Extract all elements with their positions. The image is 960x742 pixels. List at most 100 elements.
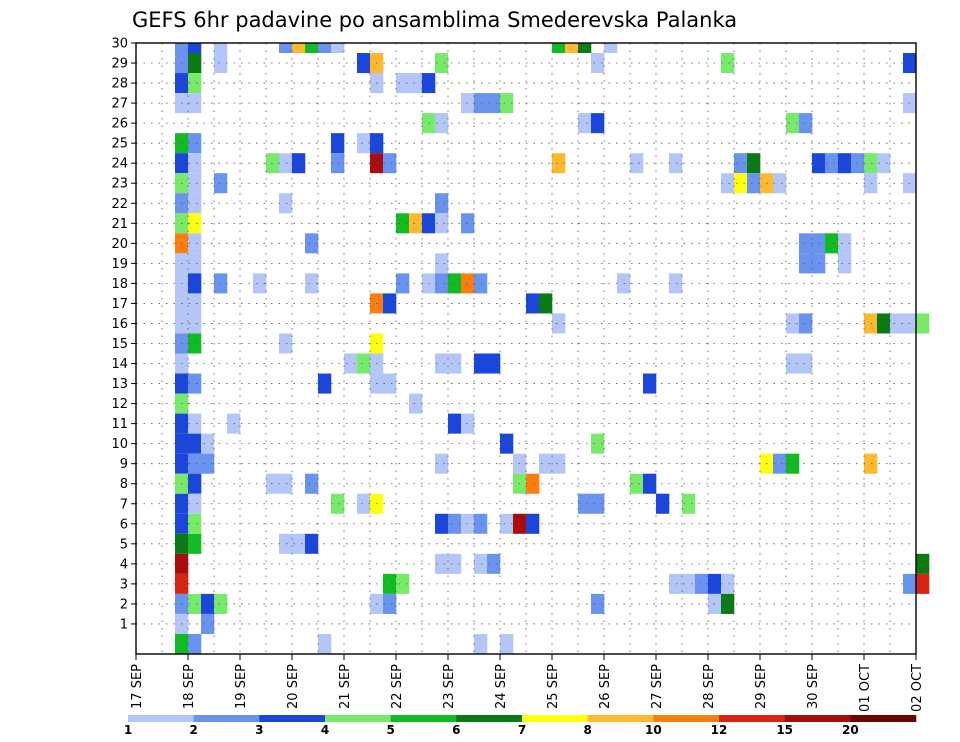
heatmap-cell <box>786 453 800 474</box>
heatmap-cell <box>916 553 930 574</box>
y-tick-label: 9 <box>120 457 128 472</box>
y-tick-label: 6 <box>120 517 128 532</box>
heatmap-cell <box>396 273 410 294</box>
y-tick-label: 17 <box>111 297 128 312</box>
x-tick-label: 22 SEP <box>390 664 405 709</box>
x-tick-label: 24 SEP <box>494 664 509 709</box>
heatmap-cell <box>214 173 228 194</box>
x-tick-label: 23 SEP <box>442 664 457 709</box>
heatmap-cell <box>279 473 293 494</box>
heatmap-cell <box>188 213 202 234</box>
heatmap-cell <box>409 393 423 414</box>
heatmap-cell <box>188 633 202 654</box>
heatmap-cell <box>864 173 878 194</box>
heatmap-cell <box>279 43 293 54</box>
heatmap-cell <box>552 43 566 54</box>
heatmap-cell <box>305 43 319 54</box>
heatmap-cell <box>292 153 306 174</box>
heatmap-cell <box>383 153 397 174</box>
heatmap-cell <box>825 233 839 254</box>
heatmap-cell <box>786 313 800 334</box>
heatmap-cell <box>721 173 735 194</box>
heatmap-cell <box>396 213 410 234</box>
heatmap-cell <box>526 513 540 534</box>
heatmap-cell <box>383 573 397 594</box>
heatmap-cell <box>188 153 202 174</box>
y-tick-label: 20 <box>111 237 128 252</box>
colorbar-label: 7 <box>518 723 526 737</box>
y-tick-label: 15 <box>111 337 128 352</box>
y-tick-label: 5 <box>120 537 128 552</box>
heatmap-cell <box>396 73 410 94</box>
y-tick-label: 24 <box>111 157 128 172</box>
heatmap-cell <box>916 313 930 334</box>
colorbar-segment <box>719 715 785 722</box>
heatmap-cell <box>838 253 852 274</box>
heatmap-cell <box>253 273 267 294</box>
heatmap-cell <box>435 553 449 574</box>
heatmap-cell <box>188 53 202 74</box>
y-tick-label: 8 <box>120 477 128 492</box>
heatmap-cell <box>188 473 202 494</box>
heatmap-cell <box>435 273 449 294</box>
heatmap-cell <box>643 373 657 394</box>
heatmap-cell <box>435 353 449 374</box>
heatmap-cell <box>747 173 761 194</box>
heatmap-cell <box>396 573 410 594</box>
heatmap-cell <box>474 273 488 294</box>
heatmap-cell <box>448 513 462 534</box>
heatmap-cell <box>799 233 813 254</box>
heatmap-cell <box>279 333 293 354</box>
heatmap-cell <box>435 213 449 234</box>
heatmap-cell <box>773 173 787 194</box>
heatmap-cell <box>734 153 748 174</box>
heatmap-cell <box>279 153 293 174</box>
heatmap-cell <box>461 273 475 294</box>
x-tick-label: 30 SEP <box>806 664 821 709</box>
heatmap-cell <box>188 333 202 354</box>
colorbar-label: 3 <box>255 723 263 737</box>
heatmap-cell <box>552 453 566 474</box>
colorbar-segment <box>784 715 851 722</box>
heatmap-cell <box>435 513 449 534</box>
heatmap-cell <box>188 493 202 514</box>
x-tick-label: 17 SEP <box>130 664 145 709</box>
x-tick-label: 27 SEP <box>650 664 665 709</box>
heatmap-cell <box>591 593 605 614</box>
y-tick-label: 29 <box>111 57 128 72</box>
colorbar-label: 8 <box>583 723 591 737</box>
heatmap-cell <box>799 313 813 334</box>
heatmap-cell <box>552 153 566 174</box>
heatmap-cell <box>799 253 813 274</box>
colorbar-label: 1 <box>124 723 132 737</box>
heatmap-cell <box>318 633 332 654</box>
heatmap-cell <box>630 473 644 494</box>
heatmap-cell <box>175 633 189 654</box>
heatmap-cell <box>578 113 592 134</box>
heatmap-cell <box>201 613 215 634</box>
heatmap-cell <box>331 133 345 154</box>
y-tick-label: 16 <box>111 317 128 332</box>
heatmap-cell <box>786 113 800 134</box>
heatmap-cell <box>188 533 202 554</box>
heatmap-cell <box>474 353 488 374</box>
heatmap-cell <box>669 573 683 594</box>
heatmap-cell <box>591 493 605 514</box>
heatmap-cell <box>305 273 319 294</box>
heatmap-cell <box>851 153 865 174</box>
heatmap-cell <box>188 273 202 294</box>
heatmap-cell <box>214 273 228 294</box>
heatmap-cells <box>175 43 930 654</box>
heatmap-cell <box>500 433 514 454</box>
heatmap-cell <box>357 353 371 374</box>
heatmap-cell <box>448 413 462 434</box>
heatmap-cell <box>786 353 800 374</box>
y-tick-label: 21 <box>111 217 128 232</box>
heatmap-cell <box>292 533 306 554</box>
heatmap-cell <box>331 153 345 174</box>
heatmap-cell <box>578 493 592 514</box>
heatmap-cell <box>721 593 735 614</box>
y-tick-label: 3 <box>120 577 128 592</box>
heatmap-cell <box>188 453 202 474</box>
y-tick-label: 13 <box>111 377 128 392</box>
